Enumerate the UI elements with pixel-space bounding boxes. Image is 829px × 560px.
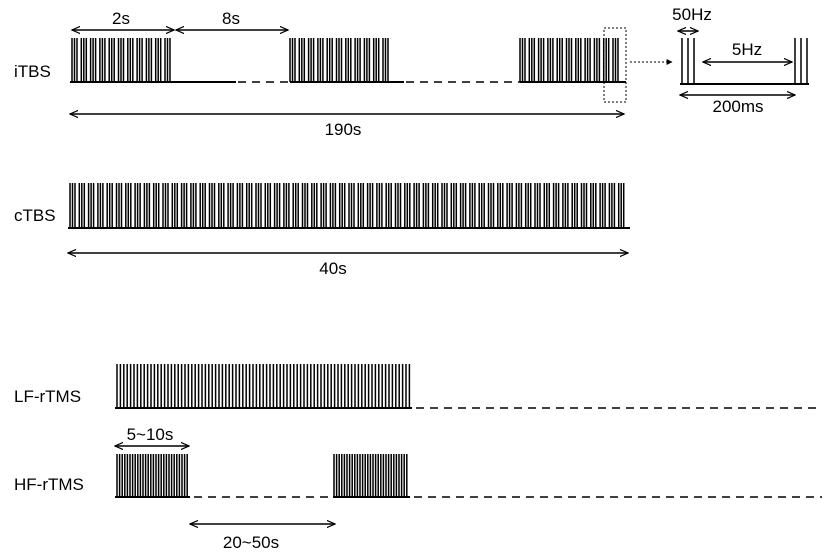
itbs-pulse-trains xyxy=(71,38,619,82)
ctbs-label: cTBS xyxy=(14,206,56,225)
lf-rtms-pulse-train xyxy=(116,364,411,408)
lf-rtms-label: LF-rTMS xyxy=(14,387,81,406)
hf-rtms-pulse-trains xyxy=(116,454,408,497)
hf-train-duration: 5~10s xyxy=(127,425,174,444)
itbs-train-duration: 2s xyxy=(112,9,130,28)
itbs-interval: 8s xyxy=(222,9,240,28)
inter-burst-frequency: 5Hz xyxy=(732,40,762,59)
cycle-duration: 200ms xyxy=(712,97,763,116)
intra-burst-frequency: 50Hz xyxy=(672,5,712,24)
itbs-total: 190s xyxy=(325,120,362,139)
burst-detail xyxy=(680,38,809,85)
hf-interval: 20~50s xyxy=(223,533,279,552)
itbs-label: iTBS xyxy=(14,62,51,81)
ctbs-total: 40s xyxy=(319,259,346,278)
ctbs-pulse-train xyxy=(69,183,625,228)
hf-rtms-label: HF-rTMS xyxy=(14,475,84,494)
